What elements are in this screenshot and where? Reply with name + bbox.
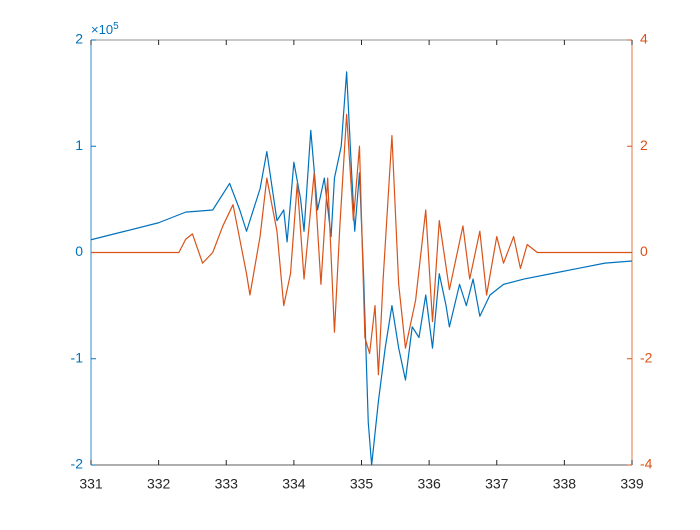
- x-tick-label: 334: [282, 476, 306, 492]
- y2-tick-label: -2: [640, 349, 653, 365]
- x-tick-label: 336: [417, 476, 441, 492]
- series-line: [91, 113, 632, 376]
- x-tick-label: 337: [485, 476, 509, 492]
- x-tick-label: 333: [215, 476, 239, 492]
- y-tick-label: 2: [75, 31, 83, 47]
- x-tick-label: 338: [553, 476, 577, 492]
- multiplier-exponent: 5: [113, 21, 119, 32]
- y-multiplier: ×105: [91, 21, 119, 38]
- x-tick-label: 331: [79, 476, 103, 492]
- y2-tick-label: 0: [640, 243, 648, 259]
- y2-tick-label: 4: [640, 31, 648, 47]
- x-tick-label: 332: [147, 476, 171, 492]
- x-tick-label: 335: [350, 476, 374, 492]
- y-tick-label: -1: [71, 349, 84, 365]
- y2-tick-label: 2: [640, 137, 648, 153]
- y2-tick-label: -4: [640, 456, 653, 472]
- y-tick-label: -2: [71, 456, 84, 472]
- y-tick-label: 0: [75, 243, 83, 259]
- multiplier-base: ×10: [91, 22, 113, 37]
- y-tick-label: 1: [75, 137, 83, 153]
- x-tick-label: 339: [620, 476, 644, 492]
